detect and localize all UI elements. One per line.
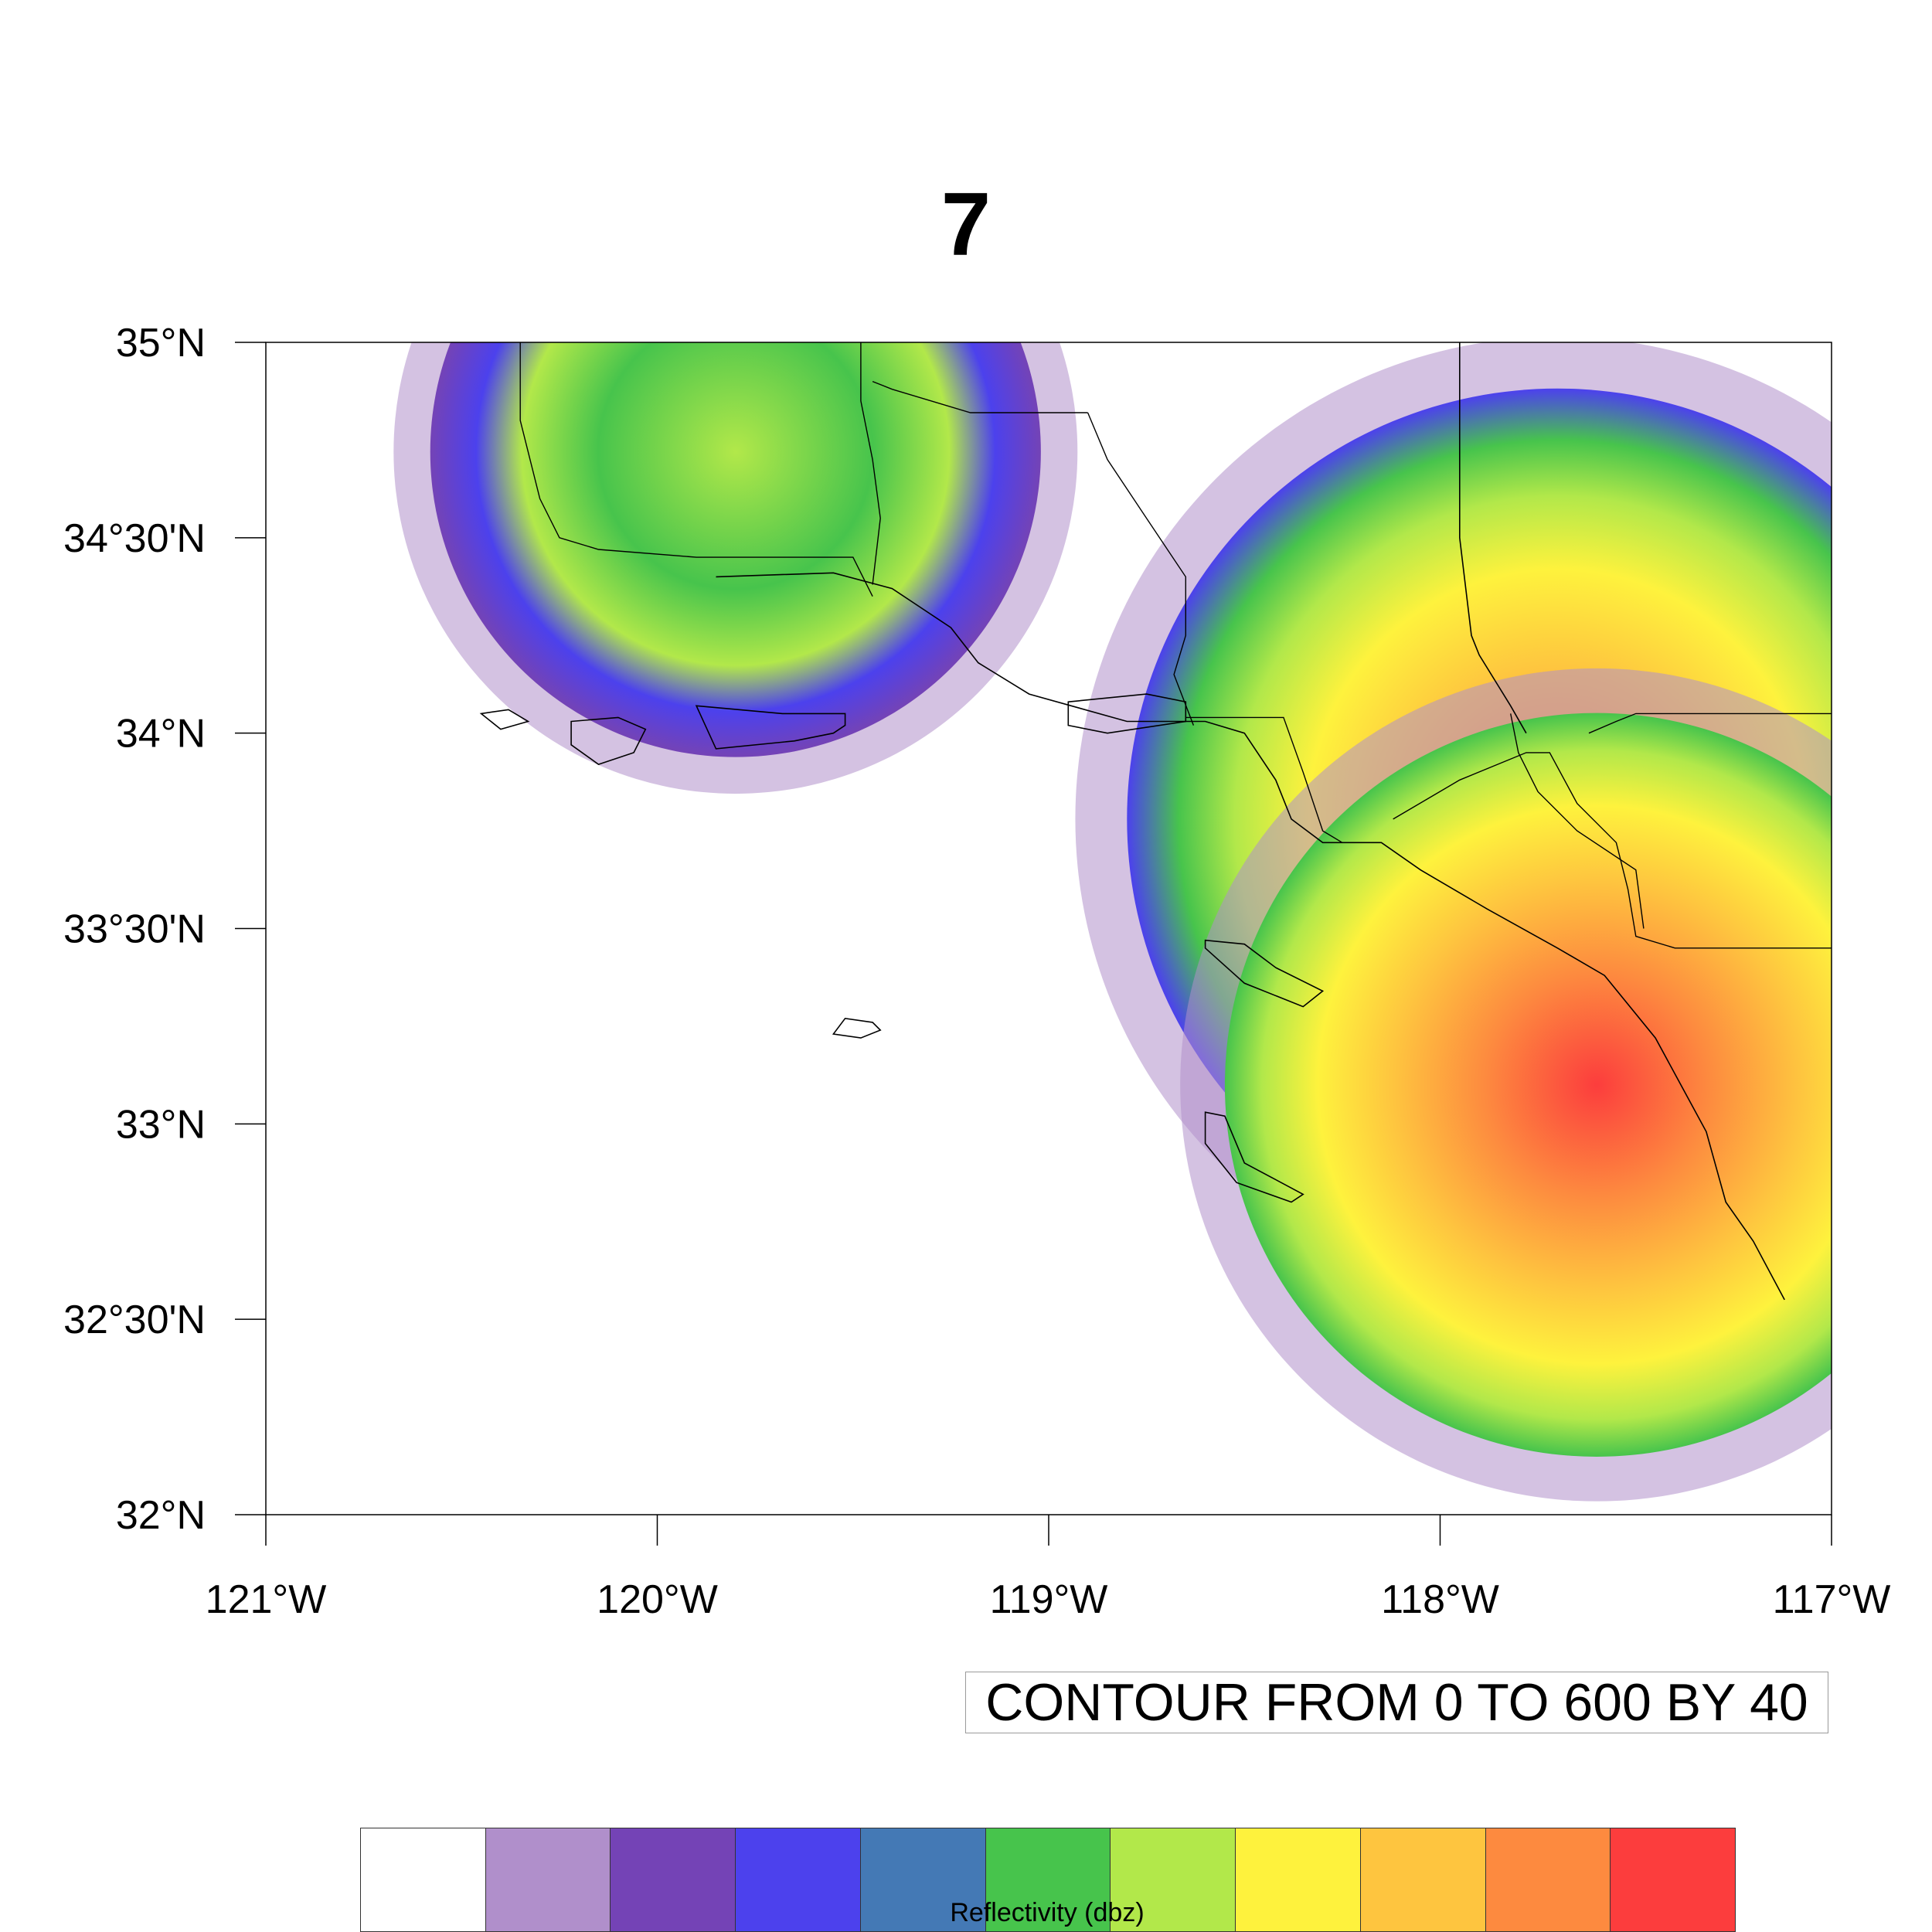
- radar-reflectivity-layer: [393, 342, 1832, 1502]
- colorbar-cell: [361, 1828, 486, 1931]
- county-line: [1393, 752, 1832, 949]
- colorbar-cell: [736, 1828, 861, 1931]
- island-outline: [1204, 1111, 1304, 1203]
- contour-info-label: CONTOUR FROM 0 TO 600 BY 40: [965, 1672, 1828, 1733]
- county-line: [1087, 412, 1195, 726]
- lat-tick-label: 33°30'N: [63, 907, 206, 952]
- state-border: [1459, 342, 1527, 734]
- axes: 35°N 34°30'N 34°N 33°30'N 33°N 32°30'N 32°N121…: [63, 321, 1890, 1622]
- plot-title: 7: [940, 174, 992, 274]
- colorbar-cell: [1236, 1828, 1361, 1931]
- lon-tick-label: 118°W: [1381, 1577, 1499, 1622]
- county-line: [1510, 713, 1645, 929]
- lat-tick-label: 33°N: [116, 1102, 206, 1147]
- colorbar-label: Reflectivity (dbz): [950, 1898, 1145, 1927]
- county-line: [1185, 716, 1343, 843]
- reflectivity-colorbar: [360, 1828, 1736, 1932]
- colorbar-cell: [1111, 1828, 1236, 1931]
- lat-tick-label: 32°30'N: [63, 1298, 206, 1342]
- colorbar-cell: [1485, 1828, 1611, 1931]
- colorbar-cell: [611, 1828, 736, 1931]
- island-outline: [1204, 939, 1325, 1008]
- colorbar-cell: [1611, 1828, 1736, 1931]
- county-line: [1588, 713, 1832, 734]
- coastline: [716, 572, 1785, 1301]
- island-outline: [695, 705, 846, 750]
- lat-tick-label: 34°N: [116, 712, 206, 757]
- colorbar-cell: [1360, 1828, 1486, 1931]
- island-outline: [570, 716, 647, 765]
- county-line: [860, 342, 881, 585]
- radar-echo-disc: [430, 342, 1041, 757]
- lon-tick-label: 120°W: [597, 1577, 718, 1622]
- radar-echo-disc: [1225, 713, 1832, 1457]
- island-outline: [479, 709, 530, 730]
- colorbar-cell: [985, 1828, 1111, 1931]
- lat-tick-label: 34°30'N: [63, 516, 206, 561]
- island-outline: [1067, 693, 1187, 734]
- lon-tick-label: 119°W: [990, 1577, 1108, 1622]
- colorbar-cell: [485, 1828, 611, 1931]
- lon-tick-label: 117°W: [1773, 1577, 1891, 1622]
- lat-tick-label: 32°N: [116, 1493, 206, 1538]
- island-outline: [832, 1017, 882, 1039]
- lat-tick-label: 35°N: [116, 321, 206, 366]
- county-line: [519, 342, 873, 597]
- colorbar-cell: [860, 1828, 986, 1931]
- county-line: [872, 380, 1088, 413]
- lon-tick-label: 121°W: [206, 1577, 327, 1622]
- geographic-boundaries: [479, 342, 1832, 1301]
